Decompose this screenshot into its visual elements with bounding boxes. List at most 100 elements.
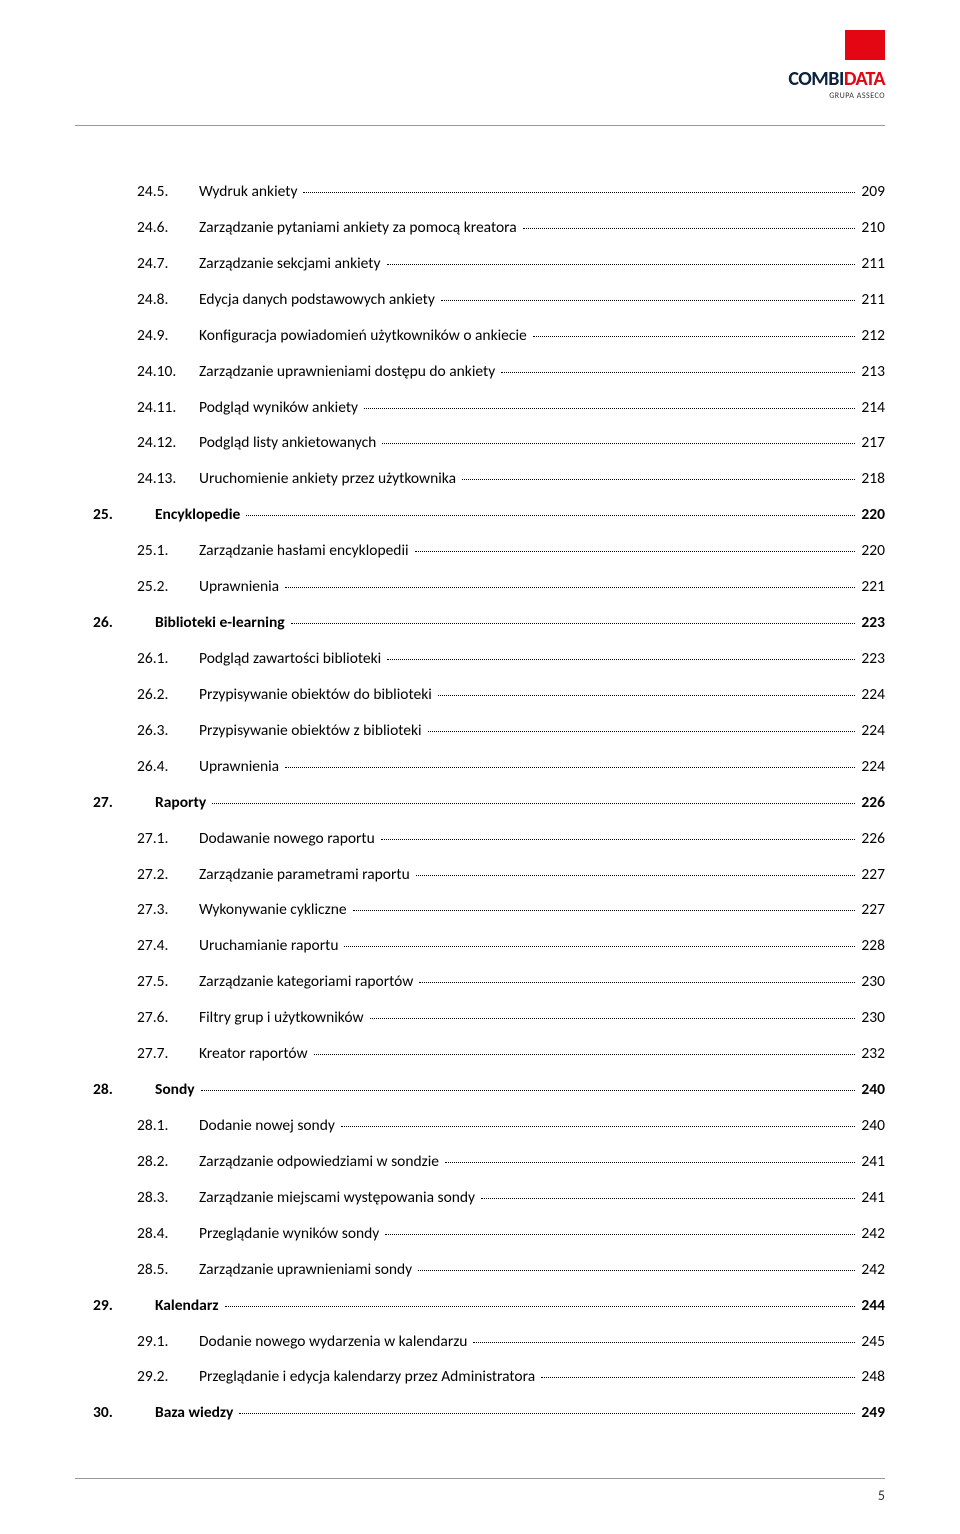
toc-entry-number: 28. [93, 1080, 155, 1101]
toc-entry[interactable]: 26.1.Podgląd zawartości biblioteki223 [75, 649, 885, 670]
toc-entry-page: 220 [857, 505, 885, 526]
toc-entry[interactable]: 25.1.Zarządzanie hasłami encyklopedii220 [75, 541, 885, 562]
toc-entry-page: 224 [857, 721, 885, 742]
toc-entry-title: Dodanie nowej sondy [199, 1116, 339, 1137]
dot-leader [225, 1306, 856, 1307]
toc-entry-number: 28.2. [137, 1152, 199, 1173]
toc-entry[interactable]: 24.10.Zarządzanie uprawnieniami dostępu … [75, 362, 885, 383]
toc-entry[interactable]: 29.Kalendarz 244 [75, 1296, 885, 1317]
toc-entry[interactable]: 24.7.Zarządzanie sekcjami ankiety211 [75, 254, 885, 275]
toc-entry-title: Wykonywanie cykliczne [199, 900, 351, 921]
footer-rule [75, 1478, 885, 1479]
logo-text: COMBIDATA GRUPA ASSECO [788, 67, 885, 101]
toc-entry-page: 223 [857, 613, 885, 634]
toc-entry[interactable]: 27.6.Filtry grup i użytkowników230 [75, 1008, 885, 1029]
toc-entry[interactable]: 30.Baza wiedzy 249 [75, 1403, 885, 1424]
dot-leader [381, 839, 856, 840]
page-number: 5 [878, 1487, 885, 1504]
dot-leader [239, 1413, 855, 1414]
dot-leader [473, 1342, 855, 1343]
toc-entry[interactable]: 28.3.Zarządzanie miejscami występowania … [75, 1188, 885, 1209]
toc-entry-title: Dodawanie nowego raportu [199, 829, 379, 850]
toc-entry-number: 29. [93, 1296, 155, 1317]
toc-entry[interactable]: 26.3.Przypisywanie obiektów z biblioteki… [75, 721, 885, 742]
toc-entry[interactable]: 24.9.Konfiguracja powiadomień użytkownik… [75, 326, 885, 347]
toc-entry-title: Raporty [155, 793, 210, 814]
toc-entry-number: 24.10. [137, 362, 199, 383]
dot-leader [418, 1270, 855, 1271]
dot-leader [385, 1234, 855, 1235]
toc-entry-title: Kreator raportów [199, 1044, 312, 1065]
toc-entry-number: 29.2. [137, 1367, 199, 1388]
toc-entry[interactable]: 24.13.Uruchomienie ankiety przez użytkow… [75, 469, 885, 490]
toc-entry-number: 24.6. [137, 218, 199, 239]
toc-entry-number: 27.6. [137, 1008, 199, 1029]
toc-entry[interactable]: 29.2.Przeglądanie i edycja kalendarzy pr… [75, 1367, 885, 1388]
toc-entry-page: 213 [857, 362, 885, 383]
toc-entry[interactable]: 28.1.Dodanie nowej sondy240 [75, 1116, 885, 1137]
toc-entry-number: 30. [93, 1403, 155, 1424]
toc-entry[interactable]: 28.2.Zarządzanie odpowiedziami w sondzie… [75, 1152, 885, 1173]
toc-entry-page: 224 [857, 757, 885, 778]
toc-entry-title: Zarządzanie pytaniami ankiety za pomocą … [199, 218, 521, 239]
toc-entry[interactable]: 27.Raporty226 [75, 793, 885, 814]
toc-entry-title: Kalendarz [155, 1296, 223, 1317]
logo-red-square [788, 30, 885, 65]
toc-entry-page: 241 [857, 1152, 885, 1173]
toc-entry[interactable]: 25.2.Uprawnienia221 [75, 577, 885, 598]
toc-entry[interactable]: 26.2.Przypisywanie obiektów do bibliotek… [75, 685, 885, 706]
dot-leader [201, 1090, 856, 1091]
toc-entry-title: Wydruk ankiety [199, 182, 301, 203]
dot-leader [212, 803, 855, 804]
toc-entry-title: Podgląd listy ankietowanych [199, 433, 380, 454]
toc-entry-page: 209 [857, 182, 885, 203]
toc-entry-page: 226 [857, 829, 885, 850]
toc-entry-title: Dodanie nowego wydarzenia w kalendarzu [199, 1332, 471, 1353]
toc-entry[interactable]: 24.5.Wydruk ankiety209 [75, 182, 885, 203]
toc-entry-page: 223 [857, 649, 885, 670]
toc-entry-title: Uprawnienia [199, 757, 283, 778]
toc-entry[interactable]: 27.5.Zarządzanie kategoriami raportów230 [75, 972, 885, 993]
toc-entry-number: 25.1. [137, 541, 199, 562]
toc-entry[interactable]: 24.11.Podgląd wyników ankiety214 [75, 398, 885, 419]
toc-entry-title: Przeglądanie i edycja kalendarzy przez A… [199, 1367, 539, 1388]
toc-entry-number: 28.4. [137, 1224, 199, 1245]
toc-entry-number: 24.9. [137, 326, 199, 347]
toc-entry-title: Zarządzanie parametrami raportu [199, 865, 414, 886]
toc-entry[interactable]: 27.2.Zarządzanie parametrami raportu227 [75, 865, 885, 886]
toc-entry-title: Zarządzanie kategoriami raportów [199, 972, 417, 993]
dot-leader [285, 587, 855, 588]
toc-entry-number: 28.5. [137, 1260, 199, 1281]
toc-entry-number: 27.2. [137, 865, 199, 886]
toc-entry-page: 249 [857, 1403, 885, 1424]
toc-entry[interactable]: 27.4.Uruchamianie raportu228 [75, 936, 885, 957]
dot-leader [353, 910, 856, 911]
toc-entry-number: 27.7. [137, 1044, 199, 1065]
toc-entry[interactable]: 24.8.Edycja danych podstawowych ankiety2… [75, 290, 885, 311]
toc-entry-title: Edycja danych podstawowych ankiety [199, 290, 439, 311]
toc-entry[interactable]: 25.Encyklopedie220 [75, 505, 885, 526]
toc-entry-number: 27.1. [137, 829, 199, 850]
dot-leader [387, 659, 855, 660]
toc-entry-page: 240 [857, 1116, 885, 1137]
toc-entry[interactable]: 26.Biblioteki e-learning223 [75, 613, 885, 634]
toc-entry-page: 244 [857, 1296, 885, 1317]
dot-leader [501, 372, 855, 373]
toc-entry-page: 220 [857, 541, 885, 562]
toc-entry-title: Baza wiedzy [155, 1403, 237, 1424]
toc-entry-page: 230 [857, 972, 885, 993]
toc-entry[interactable]: 24.12.Podgląd listy ankietowanych217 [75, 433, 885, 454]
toc-entry-number: 24.7. [137, 254, 199, 275]
toc-entry[interactable]: 28.5.Zarządzanie uprawnieniami sondy242 [75, 1260, 885, 1281]
toc-entry-number: 27.4. [137, 936, 199, 957]
toc-entry[interactable]: 24.6.Zarządzanie pytaniami ankiety za po… [75, 218, 885, 239]
toc-entry[interactable]: 28.Sondy240 [75, 1080, 885, 1101]
toc-entry[interactable]: 27.1.Dodawanie nowego raportu 226 [75, 829, 885, 850]
toc-entry-title: Filtry grup i użytkowników [199, 1008, 368, 1029]
toc-entry[interactable]: 26.4.Uprawnienia224 [75, 757, 885, 778]
toc-entry-number: 24.13. [137, 469, 199, 490]
toc-entry[interactable]: 29.1.Dodanie nowego wydarzenia w kalenda… [75, 1332, 885, 1353]
toc-entry[interactable]: 27.3.Wykonywanie cykliczne227 [75, 900, 885, 921]
toc-entry[interactable]: 27.7.Kreator raportów232 [75, 1044, 885, 1065]
toc-entry[interactable]: 28.4.Przeglądanie wyników sondy242 [75, 1224, 885, 1245]
